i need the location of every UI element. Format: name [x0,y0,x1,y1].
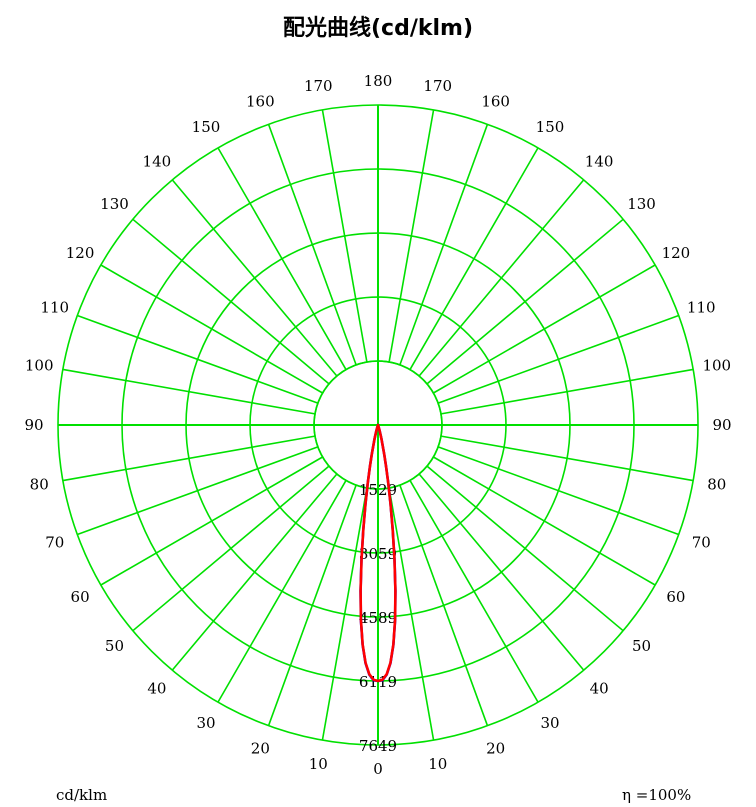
polar-grid [57,104,699,746]
angle-label-left-1: 10 [309,755,328,773]
radial-tick-label-4: 7649 [359,737,397,755]
angle-label-right-8: 90 [712,416,731,434]
grid-spoke-150 [409,147,539,370]
grid-spoke-130 [426,218,624,385]
angle-label-right-13: 140 [585,152,614,170]
radial-tick-label-2: 4589 [359,609,397,627]
grid-spoke-210 [217,147,347,370]
angle-label-right-2: 30 [540,714,559,732]
angle-labels: 0 10 20 30 40 50 60 70 80 90 100 110 120 130 140 150 160… [24,72,731,778]
angle-label-right-5: 60 [666,588,685,606]
grid-spoke-310 [132,465,330,632]
grid-spoke-60 [433,456,656,586]
grid-spoke-170 [388,109,435,363]
angle-label-left-10: 100 [25,356,54,374]
grid-spoke-120 [433,264,656,394]
grid-spoke-100 [440,368,694,415]
angle-label-right-15: 160 [481,93,510,111]
angle-label-right-14: 150 [536,118,565,136]
angle-label-left-15: 150 [192,118,221,136]
grid-spoke-260 [62,368,316,415]
grid-spoke-70 [437,446,679,536]
angle-label-right-4: 50 [632,637,651,655]
angle-label-right-6: 70 [692,534,711,552]
angle-label-left-5: 50 [105,637,124,655]
grid-spoke-10 [388,487,435,741]
angle-label-left-6: 60 [71,588,90,606]
grid-spoke-320 [171,473,338,671]
grid-spoke-200 [267,124,357,366]
grid-spoke-300 [100,456,323,586]
angle-label-left-9: 90 [24,416,43,434]
grid-spoke-30 [409,480,539,703]
angle-label-left-0: 0 [373,760,383,778]
series-curves [359,423,397,683]
grid-spoke-140 [418,179,585,377]
angle-label-left-14: 140 [143,152,172,170]
angle-label-right-10: 110 [687,298,716,316]
angle-label-right-12: 130 [627,195,656,213]
grid-spoke-80 [440,435,694,482]
efficiency-label: η =100% [622,786,692,804]
grid-spoke-20 [399,484,489,726]
grid-spoke-160 [399,124,489,366]
angle-label-left-12: 120 [66,244,95,262]
angle-label-right-9: 100 [702,356,731,374]
angle-label-left-8: 80 [30,476,49,494]
grid-spoke-230 [132,218,330,385]
angle-label-right-3: 40 [590,680,609,698]
angle-label-left-4: 40 [147,680,166,698]
grid-spoke-330 [217,480,347,703]
grid-spoke-110 [437,314,679,404]
angle-label-left-17: 170 [304,77,333,95]
unit-label: cd/klm [56,786,108,804]
radial-tick-label-1: 3059 [359,545,397,563]
grid-spoke-190 [321,109,368,363]
grid-spoke-340 [267,484,357,726]
angle-label-right-16: 170 [423,77,452,95]
angle-label-right-0: 10 [428,755,447,773]
angle-label-left-18: 180 [364,72,393,90]
angle-label-right-11: 120 [662,244,691,262]
angle-label-left-13: 130 [100,195,129,213]
grid-spoke-250 [77,314,319,404]
angle-label-left-3: 30 [196,714,215,732]
grid-spoke-40 [418,473,585,671]
angle-label-left-16: 160 [246,93,275,111]
chart-title: 配光曲线(cd/klm) [282,16,474,41]
angle-label-left-7: 70 [45,534,64,552]
angle-label-left-2: 20 [251,739,270,757]
angle-label-right-7: 80 [707,476,726,494]
angle-label-right-1: 20 [486,739,505,757]
grid-spoke-350 [321,487,368,741]
angle-label-left-11: 110 [40,298,69,316]
grid-spoke-240 [100,264,323,394]
grid-spoke-290 [77,446,319,536]
series-curve-1 [359,423,397,683]
grid-spoke-280 [62,435,316,482]
radial-tick-label-0: 1529 [359,481,397,499]
grid-spoke-50 [426,465,624,632]
grid-spoke-220 [171,179,338,377]
